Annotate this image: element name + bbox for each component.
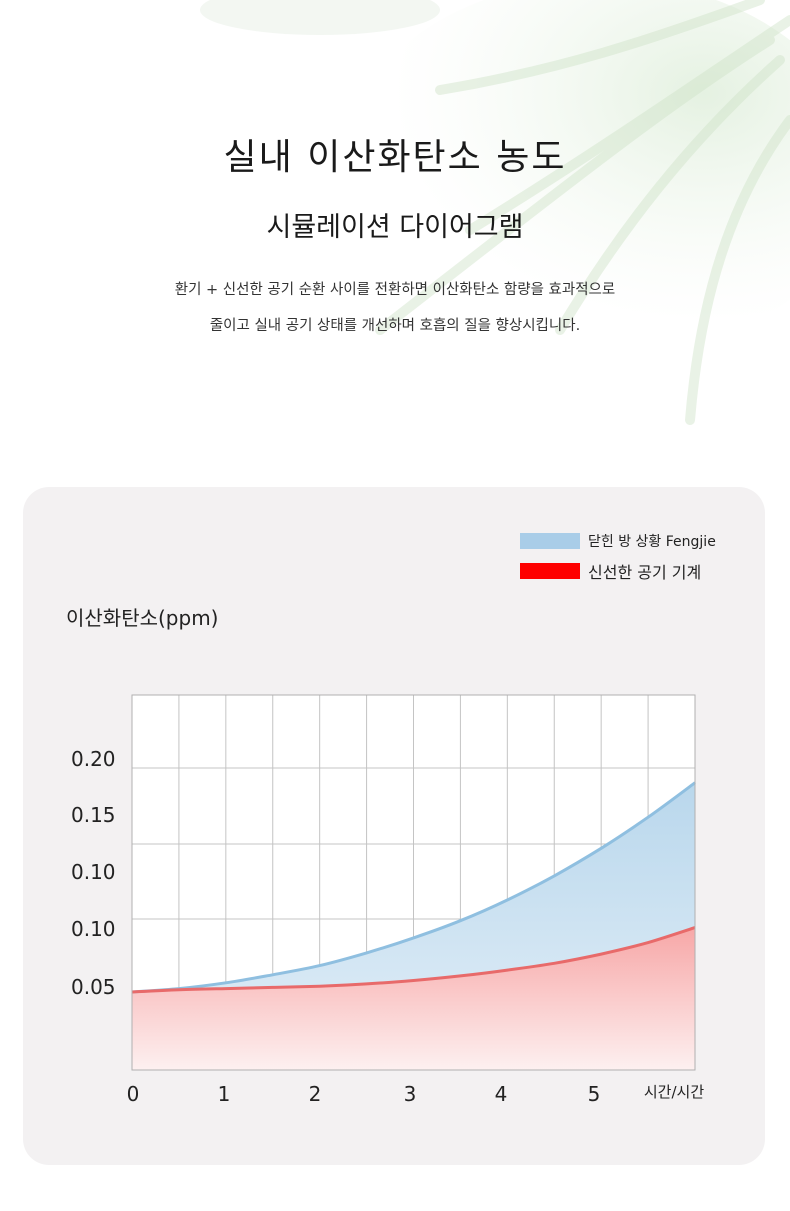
x-axis-label: 시간/시간 xyxy=(644,1083,704,1101)
legend-item-closed-room: 닫힌 방 상황 Fengjie xyxy=(520,531,716,551)
chart-card: 닫힌 방 상황 Fengjie 신선한 공기 기계 이산화탄소(ppm) 0.0… xyxy=(23,487,765,1165)
page-title: 실내 이산화탄소 농도 xyxy=(223,137,567,178)
x-tick-label: 2 xyxy=(309,1082,322,1106)
x-tick-label: 0 xyxy=(127,1082,140,1106)
description-line-1: 환기 + 신선한 공기 순환 사이를 전환하면 이산화탄소 함량을 효과적으로 xyxy=(174,282,616,298)
page-subtitle: 시뮬레이션 다이어그램 xyxy=(266,212,524,243)
legend-swatch-closed-room xyxy=(520,533,580,549)
y-axis-label: 이산화탄소(ppm) xyxy=(66,606,219,630)
legend-item-fresh-air: 신선한 공기 기계 xyxy=(520,559,701,583)
plot-border xyxy=(131,694,696,1071)
y-tick-label: 0.20 xyxy=(71,747,116,771)
description-line-2: 줄이고 실내 공기 상태를 개선하며 호흡의 질을 향상시킵니다. xyxy=(209,318,581,334)
y-tick-label: 0.15 xyxy=(71,803,116,827)
y-tick-label: 0.10 xyxy=(71,917,116,941)
co2-area-chart: 0.05 0.10 0.10 0.15 0.20 0 1 2 3 4 5 시간/시간 xyxy=(71,694,704,1106)
y-tick-label: 0.05 xyxy=(71,975,116,999)
fresh-air-line xyxy=(131,926,696,994)
x-tick-label: 3 xyxy=(404,1082,417,1106)
legend-label-closed-room: 닫힌 방 상황 Fengjie xyxy=(588,534,716,550)
x-tick-label: 5 xyxy=(588,1082,601,1106)
x-tick-label: 1 xyxy=(218,1082,231,1106)
fresh-air-area xyxy=(132,927,695,1070)
legend-label-fresh-air: 신선한 공기 기계 xyxy=(588,563,702,582)
legend-swatch-fresh-air xyxy=(520,563,580,579)
y-tick-label: 0.10 xyxy=(71,860,116,884)
closed-room-line xyxy=(131,781,696,994)
x-tick-label: 4 xyxy=(495,1082,508,1106)
